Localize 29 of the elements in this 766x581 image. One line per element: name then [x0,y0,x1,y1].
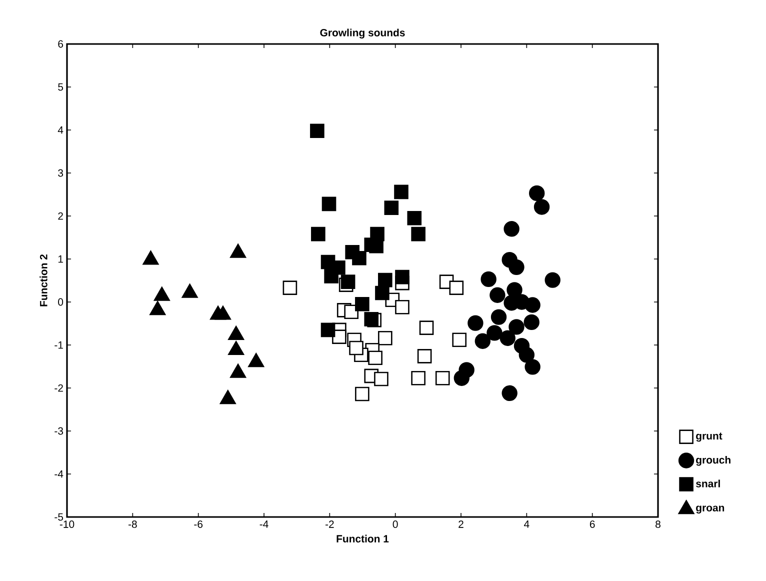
legend-label: grunt [696,432,722,442]
y-tick-label: -5 [54,513,64,521]
x-tick-label: -2 [325,520,334,528]
x-tick-label: 4 [524,520,530,528]
y-tick-label: 3 [58,169,64,177]
y-tick-label: 0 [58,298,64,306]
x-tick-label: -8 [128,520,137,528]
x-tick-label: -4 [260,520,268,528]
x-tick-label: 6 [590,520,595,528]
y-tick-label: 2 [58,212,63,220]
x-tick-label: 0 [392,520,398,528]
y-tick-label: -1 [54,341,63,349]
x-tick-label: 8 [656,520,660,528]
y-tick-label: -3 [54,427,64,435]
x-tick-label: 2 [458,520,464,528]
y-tick-label: 6 [58,40,64,48]
legend-label: grouch [696,456,730,466]
legend-label: snarl [696,480,720,488]
x-tick-label: -10 [60,520,74,528]
legend-label: groan [696,506,724,514]
y-axis-title: Function 2 [40,254,48,306]
y-tick-label: 5 [58,83,64,91]
y-tick-label: -2 [54,384,63,392]
y-tick-label: 4 [58,126,64,134]
x-tick-label: -6 [194,520,203,528]
x-axis-title: Function 1 [336,534,389,542]
y-tick-label: 1 [58,255,63,263]
y-tick-label: -4 [54,470,64,478]
chart-title: Growling sounds [320,28,405,38]
